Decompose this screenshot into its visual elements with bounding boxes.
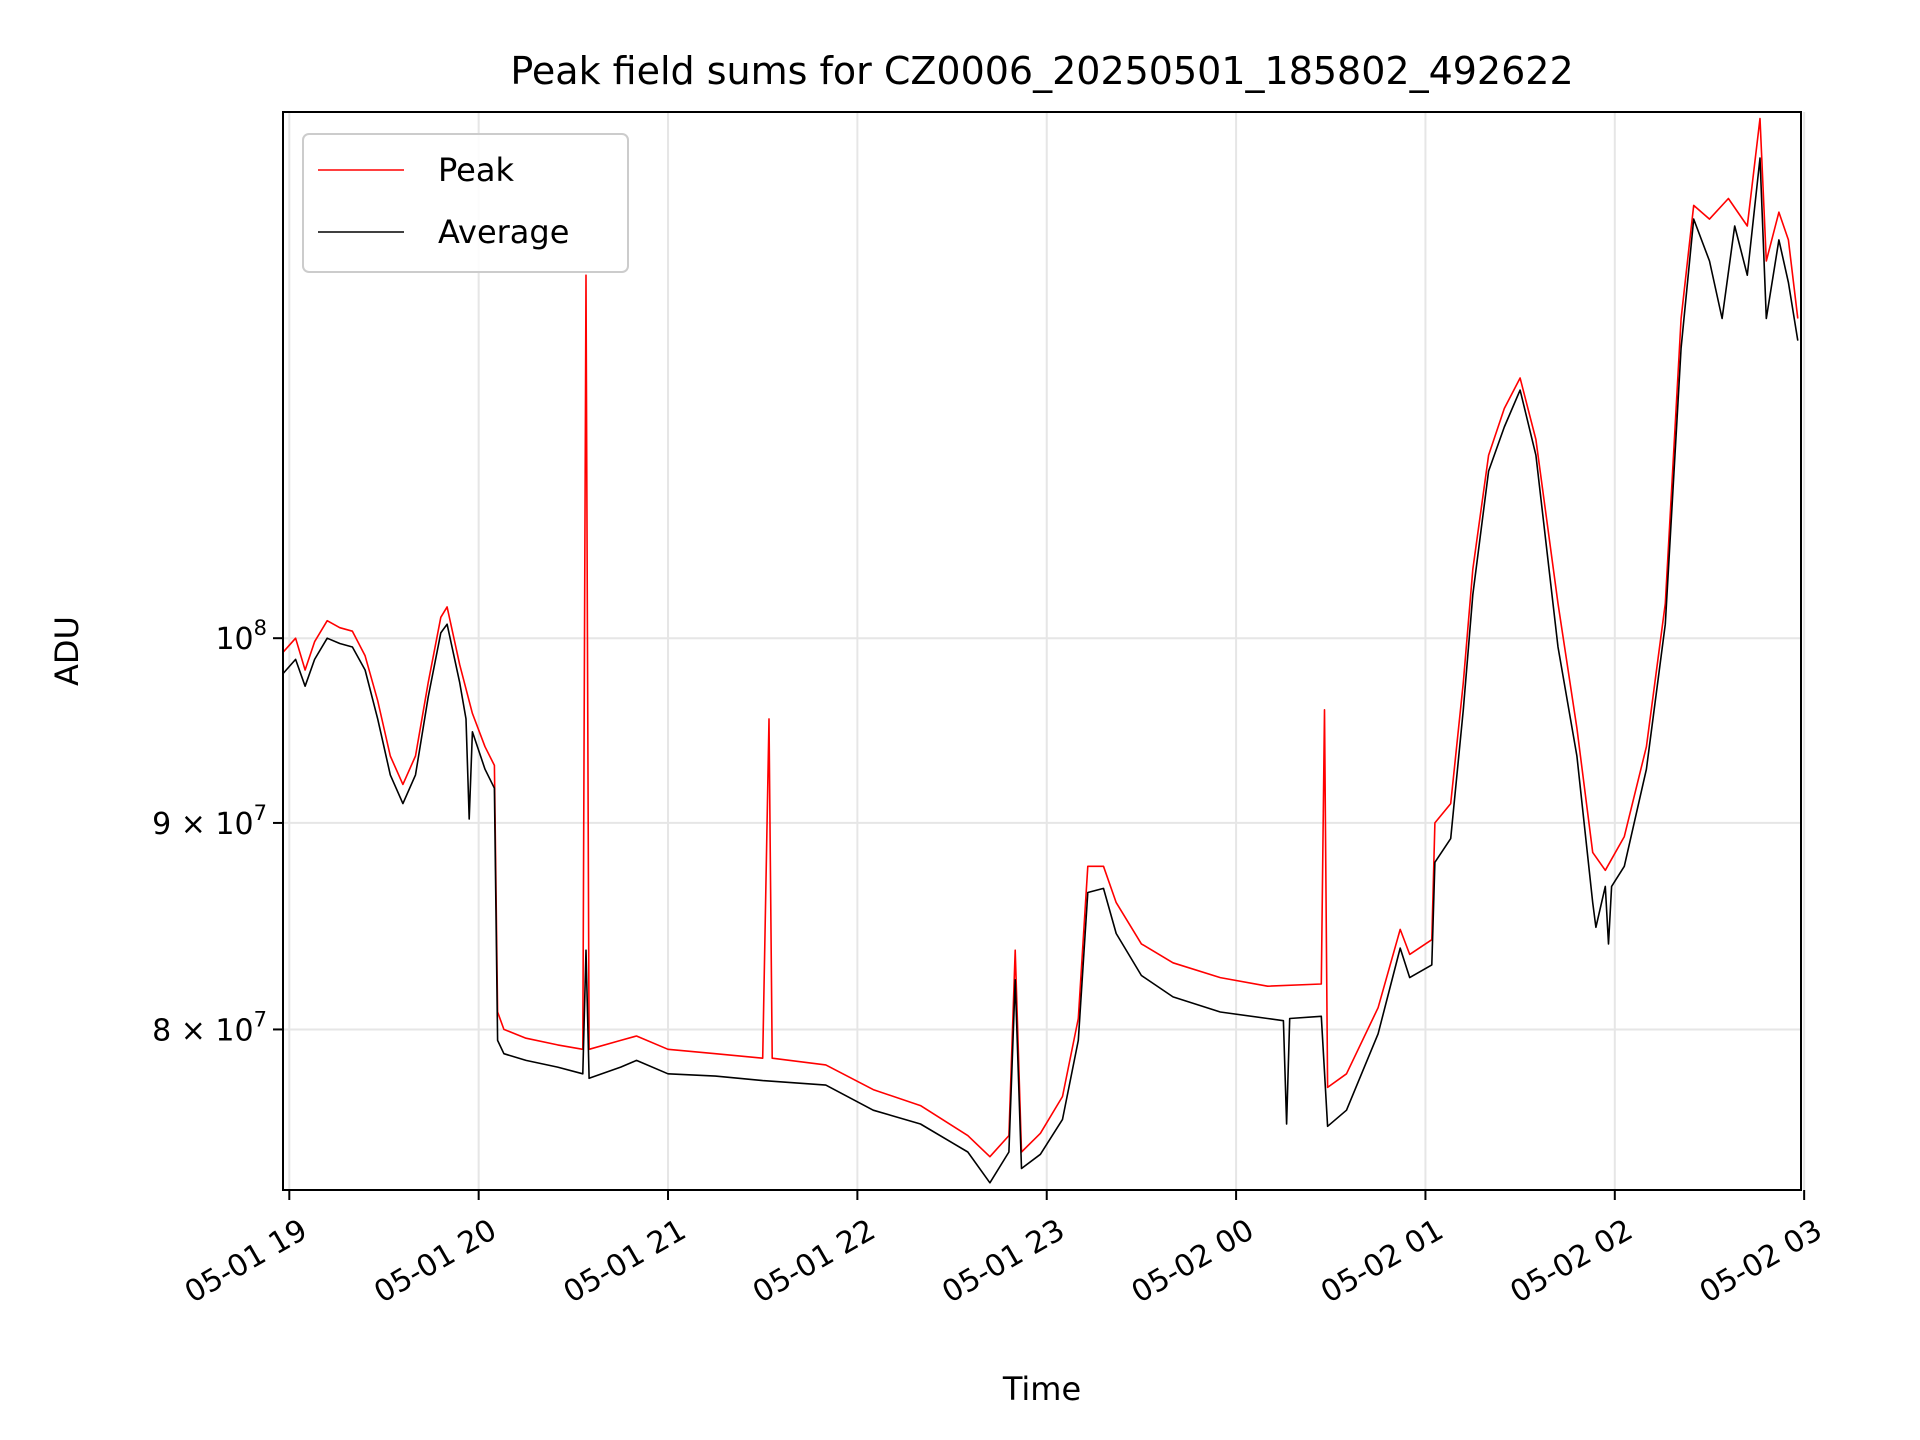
y-tick-label: 108 [215, 616, 267, 657]
legend-label-average: Average [438, 213, 569, 251]
y-axis: 8 × 107 9 × 107 108 [152, 616, 283, 1048]
plot-frame [282, 111, 1802, 1191]
grid [283, 112, 1806, 1190]
y-tick-label: 9 × 107 [152, 801, 267, 842]
series-line-average [282, 157, 1799, 1184]
legend: Peak Average [302, 133, 629, 273]
chart-title: Peak field sums for CZ0006_20250501_1858… [510, 49, 1573, 93]
legend-label-peak: Peak [438, 151, 514, 189]
series-line-peak [282, 117, 1799, 1158]
y-axis-label: ADU [48, 616, 86, 686]
legend-box [302, 133, 629, 273]
x-axis-label: Time [1002, 1370, 1081, 1408]
series-layer [282, 117, 1799, 1184]
y-tick-label: 8 × 107 [152, 1007, 267, 1048]
